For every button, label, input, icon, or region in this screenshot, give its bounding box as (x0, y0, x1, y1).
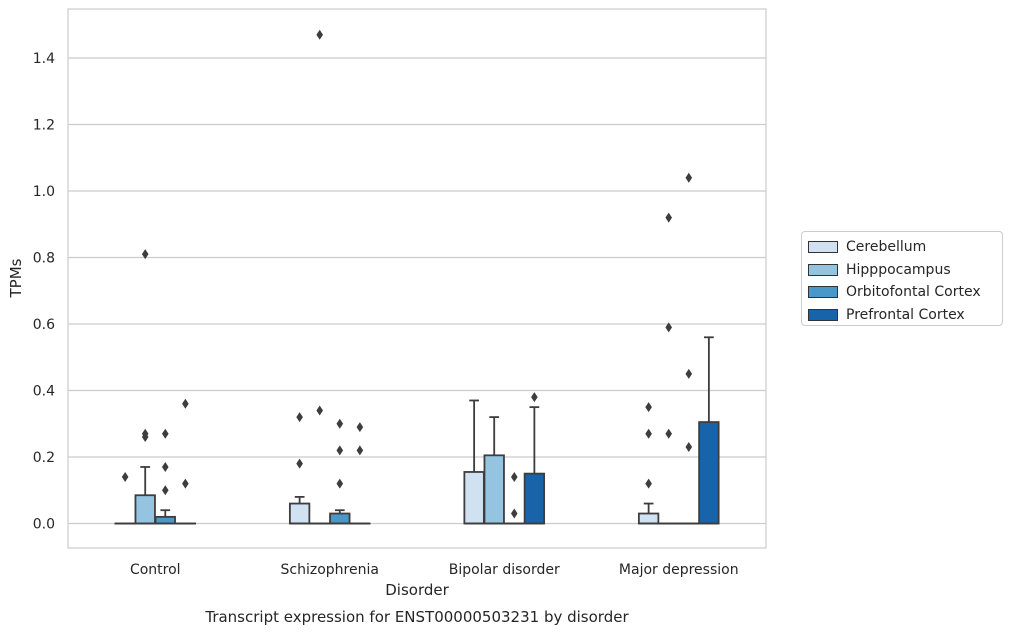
outlier-point (296, 458, 303, 469)
box (637, 512, 660, 525)
box (329, 512, 351, 525)
outlier-point (161, 461, 169, 472)
x-axis-label: Disorder (385, 581, 449, 599)
legend-label: Hipppocampus (846, 261, 951, 278)
outlier-point (141, 428, 149, 439)
outlier-point (182, 478, 189, 489)
box-group (637, 402, 660, 525)
outlier-point (685, 442, 693, 453)
outlier-point (510, 508, 518, 519)
box (288, 502, 311, 525)
y-tick-label: 0.6 (33, 317, 55, 333)
y-tick-label: 1.2 (33, 118, 55, 134)
box-group (134, 249, 156, 525)
legend-label: Prefrontal Cortex (846, 306, 965, 323)
x-tick-label: Schizophrenia (281, 562, 379, 578)
box-group (309, 29, 331, 525)
outlier-point (685, 368, 693, 379)
legend-label: Orbitofontal Cortex (846, 284, 981, 301)
legend-label: Cerebellum (846, 239, 927, 256)
box (463, 471, 485, 525)
outlier-point (645, 428, 652, 439)
box (134, 494, 156, 525)
outlier-point (161, 428, 169, 439)
outlier-point (531, 392, 538, 403)
outlier-point (356, 422, 364, 433)
outlier-point (336, 445, 344, 456)
outlier-point (161, 485, 169, 496)
outlier-point (645, 478, 652, 489)
box (483, 454, 505, 525)
outlier-point (665, 322, 673, 333)
box-group (329, 418, 351, 525)
box-group (523, 392, 546, 525)
box-group (658, 212, 680, 525)
box-group (698, 336, 720, 525)
outlier-point (336, 478, 344, 489)
box-group (114, 471, 136, 525)
y-tick-label: 0.8 (33, 251, 55, 267)
y-tick-label: 0.2 (33, 450, 55, 466)
box (698, 421, 720, 525)
x-tick-label: Control (130, 562, 181, 578)
y-tick-label: 1.4 (33, 51, 55, 67)
box-series (114, 29, 720, 525)
legend-item: Hipppocampus (808, 259, 1002, 282)
y-tick-label: 1.0 (33, 184, 55, 200)
legend-item: Prefrontal Cortex (808, 304, 1002, 327)
legend: Cerebellum Hipppocampus Orbitofontal Corte… (801, 231, 1003, 326)
x-axis-ticks: Control Schizophrenia Bipolar disorder Majo… (130, 562, 739, 578)
y-axis-label: TPMs (7, 258, 25, 298)
box-group (349, 422, 371, 525)
legend-swatch (808, 308, 838, 321)
outlier-point (645, 402, 652, 413)
chart-caption: Transcript expression for ENST0000050323… (204, 608, 629, 626)
box (154, 515, 176, 525)
y-tick-label: 0.4 (33, 384, 55, 400)
outlier-point (665, 212, 673, 223)
legend-swatch (808, 286, 838, 299)
y-tick-label: 0.0 (33, 517, 55, 533)
legend-item: Orbitofontal Cortex (808, 281, 1002, 304)
box-group (503, 471, 525, 525)
box-group (288, 412, 311, 525)
box-group (678, 172, 700, 525)
outlier-point (510, 471, 518, 482)
outlier-point (121, 471, 129, 482)
outlier-point (316, 405, 324, 416)
outlier-point (141, 249, 149, 260)
y-axis-ticks: 0.0 0.2 0.4 0.6 0.8 1.0 1.2 1.4 (33, 51, 55, 533)
legend-item: Cerebellum (808, 236, 1002, 259)
x-tick-label: Major depression (619, 562, 739, 578)
outlier-point (356, 445, 364, 456)
outlier-point (316, 29, 324, 40)
plot-frame (67, 8, 767, 549)
outlier-point (296, 412, 303, 423)
box (523, 472, 546, 525)
box-group (483, 416, 505, 525)
outlier-point (665, 428, 673, 439)
outlier-point (685, 172, 693, 183)
box-group (174, 398, 197, 525)
box-group (154, 428, 176, 525)
box-group (463, 399, 485, 525)
x-tick-label: Bipolar disorder (449, 562, 560, 578)
legend-swatch (808, 263, 838, 276)
gridlines (68, 57, 766, 525)
outlier-point (182, 398, 189, 409)
outlier-point (336, 418, 344, 429)
legend-swatch (808, 241, 838, 254)
